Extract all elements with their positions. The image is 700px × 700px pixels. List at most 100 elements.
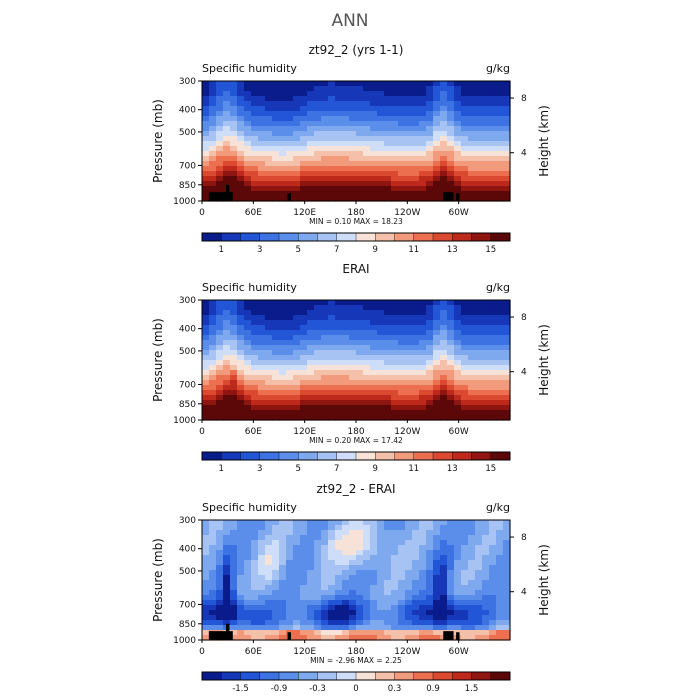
heatmap-cell (300, 535, 308, 541)
heatmap-cell (237, 385, 245, 391)
heatmap-cell (496, 325, 504, 331)
heatmap-cell (468, 405, 476, 411)
heatmap-cell (356, 305, 364, 311)
heatmap-cell (286, 335, 294, 341)
heatmap-cell (363, 116, 371, 122)
colorbar-label: 1.5 (465, 684, 479, 694)
heatmap-cell (314, 630, 322, 636)
heatmap-cell (202, 385, 210, 391)
heatmap-cell (468, 126, 476, 132)
heatmap-cell (440, 390, 448, 396)
heatmap-cell (461, 116, 469, 122)
heatmap-cell (496, 310, 504, 316)
heatmap-cell (272, 186, 280, 192)
heatmap-cell (405, 136, 413, 142)
heatmap-cell (433, 380, 441, 386)
heatmap-cell (419, 535, 427, 541)
heatmap-cell (307, 81, 315, 87)
heatmap-cell (468, 151, 476, 157)
heatmap-cell (307, 101, 315, 107)
heatmap-cell (482, 181, 490, 187)
heatmap-cell (377, 355, 385, 361)
heatmap-cell (258, 400, 266, 406)
heatmap-cell (412, 625, 420, 631)
y-tick-label: 300 (179, 77, 196, 87)
heatmap-cell (468, 410, 476, 416)
heatmap-cell (468, 380, 476, 386)
heatmap-cell (307, 176, 315, 182)
heatmap-cell (391, 630, 399, 636)
heatmap-cell (426, 375, 434, 381)
heatmap-cell (258, 161, 266, 167)
heatmap-cell (447, 385, 455, 391)
y-axis-label: Pressure (mb) (151, 538, 165, 622)
heatmap-cell (496, 181, 504, 187)
heatmap-cell (412, 585, 420, 591)
heatmap-cell (202, 131, 210, 137)
heatmap-cell (454, 161, 462, 167)
heatmap-cell (244, 520, 252, 526)
heatmap-cell (496, 91, 504, 97)
heatmap-cell (461, 136, 469, 142)
heatmap-cell (503, 101, 511, 107)
heatmap-cell (496, 101, 504, 107)
x-tick-label: 120W (394, 647, 420, 657)
heatmap-cell (419, 625, 427, 631)
heatmap-cell (370, 86, 378, 92)
colorbar-label: -0.9 (271, 684, 288, 694)
heatmap-cell (412, 315, 420, 321)
heatmap-cell (412, 136, 420, 142)
heatmap-cell (216, 111, 224, 117)
heatmap-cell (286, 385, 294, 391)
heatmap-cell (447, 315, 455, 321)
heatmap-cell (321, 166, 329, 172)
heatmap-cell (503, 86, 511, 92)
heatmap-cell (489, 385, 497, 391)
heatmap-cell (419, 310, 427, 316)
heatmap-cell (440, 126, 448, 132)
heatmap-cell (398, 91, 406, 97)
heatmap-cell (223, 615, 231, 621)
heatmap-cell (272, 161, 280, 167)
heatmap-cell (356, 315, 364, 321)
heatmap-cell (482, 330, 490, 336)
heatmap-cell (300, 405, 308, 411)
heatmap-cell (363, 171, 371, 177)
heatmap-cell (307, 191, 315, 197)
heatmap-cell (475, 550, 483, 556)
heatmap-cell (503, 375, 511, 381)
heatmap-cell (202, 370, 210, 376)
heatmap-cell (237, 405, 245, 411)
heatmap-cell (475, 570, 483, 576)
heatmap-cell (468, 171, 476, 177)
heatmap-cell (391, 580, 399, 586)
heatmap-cell (223, 410, 231, 416)
heatmap-cell (265, 535, 273, 541)
heatmap-cell (286, 81, 294, 87)
heatmap-cell (216, 615, 224, 621)
heatmap-cell (300, 555, 308, 561)
heatmap-cell (223, 181, 231, 187)
heatmap-cell (503, 610, 511, 616)
heatmap-cell (468, 191, 476, 197)
heatmap-cell (454, 545, 462, 551)
heatmap-cell (202, 615, 210, 621)
heatmap-cell (461, 600, 469, 606)
heatmap-cell (503, 605, 511, 611)
heatmap-cell (216, 375, 224, 381)
heatmap-cell (349, 410, 357, 416)
heatmap-cell (447, 345, 455, 351)
heatmap-cell (377, 186, 385, 192)
heatmap-cell (356, 300, 364, 306)
heatmap-cell (356, 595, 364, 601)
heatmap-cell (265, 550, 273, 556)
heatmap-cell (230, 156, 238, 162)
heatmap-cell (426, 121, 434, 127)
panel-title: zt92_2 (yrs 1-1) (309, 43, 404, 57)
heatmap-cell (496, 550, 504, 556)
heatmap-cell (363, 340, 371, 346)
heatmap-cell (230, 186, 238, 192)
y-tick-label: 700 (179, 600, 196, 610)
heatmap-cell (230, 410, 238, 416)
heatmap-cell (216, 385, 224, 391)
